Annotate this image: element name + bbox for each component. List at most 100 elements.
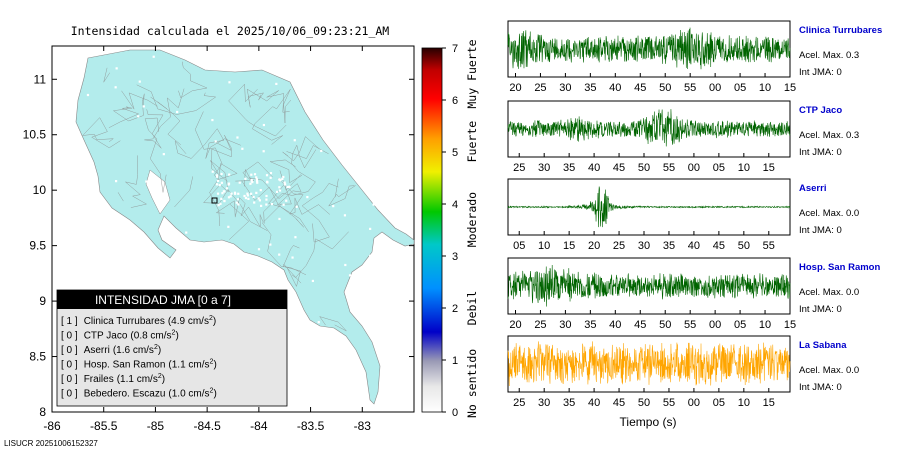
station-acel-max: Acel. Max. 0.0 — [799, 208, 859, 219]
road — [319, 316, 347, 332]
town-dot — [255, 191, 258, 194]
road — [108, 93, 145, 129]
town-dot — [219, 202, 222, 205]
intensity-colorbar: 0 1 2 3 4 5 6 7 No sentido Debil Moderado Fuerte Muy… — [421, 39, 479, 419]
town-dot — [295, 205, 298, 208]
station-name: Hosp. San Ramon — [799, 262, 880, 273]
time-tick-label: 50 — [738, 240, 750, 252]
town-dot — [262, 150, 265, 153]
time-tick-label: 55 — [663, 397, 675, 409]
town-dot — [265, 194, 268, 198]
seismogram-trace — [507, 186, 791, 228]
time-tick-label: 45 — [634, 319, 646, 331]
time-tick-label: 40 — [588, 162, 600, 174]
legend-close: ) — [175, 331, 178, 342]
town-dot — [369, 254, 372, 257]
time-tick-label: 30 — [638, 240, 650, 252]
legend-station: CTP Jaco — [84, 331, 128, 342]
legend-level: [ 0 ] — [61, 345, 78, 356]
town-dot — [278, 186, 281, 189]
town-dot — [253, 201, 256, 204]
town-dot — [275, 190, 279, 193]
town-dot — [241, 147, 244, 150]
town-dot — [215, 183, 219, 186]
town-dot — [222, 190, 225, 193]
time-tick-label: 45 — [713, 240, 725, 252]
lon-tick-label: -85 — [147, 419, 165, 433]
time-tick-label: 20 — [509, 82, 521, 94]
town-dot — [317, 321, 320, 324]
road — [277, 177, 330, 215]
town-dot — [228, 173, 231, 176]
town-dot — [285, 199, 288, 202]
town-dot — [278, 217, 281, 221]
seismogram-panel: 20 25 30 35 40 45 50 55 00 05 10 15 Clinica Turrubar… — [507, 20, 882, 409]
town-dot — [294, 236, 297, 239]
time-tick-label: 55 — [663, 162, 675, 174]
town-dot — [275, 82, 278, 86]
town-dot — [249, 182, 252, 185]
road — [215, 197, 264, 228]
lat-tick-label: 9 — [39, 294, 46, 308]
town-dot — [229, 195, 232, 198]
epicenter-marker — [211, 197, 218, 204]
road — [203, 160, 268, 231]
colorbar-tick-label: 0 — [452, 407, 458, 419]
town-dot — [320, 149, 323, 153]
time-tick-label: 30 — [538, 162, 550, 174]
road — [269, 159, 303, 191]
town-dot — [220, 181, 223, 184]
town-dot — [185, 231, 188, 234]
legend-close: ) — [213, 389, 216, 400]
lat-tick-label: 10 — [33, 183, 47, 197]
town-dot — [286, 185, 289, 189]
legend-unit-sup: 2 — [154, 344, 158, 351]
station-acel-max: Acel. Max. 0.3 — [799, 50, 859, 61]
legend-close: ) — [162, 374, 165, 385]
time-tick-label: 10 — [538, 240, 550, 252]
time-tick-label: 55 — [684, 82, 696, 94]
time-tick-label: 35 — [663, 240, 675, 252]
time-tick-label: 30 — [559, 82, 571, 94]
town-dot — [221, 192, 224, 195]
town-dot — [216, 175, 219, 178]
town-dot — [257, 248, 261, 251]
seismogram-2: 05 10 15 20 25 30 35 40 45 50 55 Aserri Acel. Max. 0… — [507, 178, 859, 252]
time-tick-label: 35 — [563, 397, 575, 409]
time-tick-label: 35 — [584, 319, 596, 331]
time-tick-label: 15 — [784, 319, 796, 331]
legend-entry: [ 0 ] CTP Jaco (0.8 cm/s2) — [61, 330, 179, 342]
road — [178, 61, 208, 99]
legend-level: [ 0 ] — [61, 374, 78, 385]
time-tick-label: 25 — [534, 319, 546, 331]
colorbar-category-label: Moderado — [465, 192, 479, 247]
legend-station: Bebedero. Escazu — [84, 389, 166, 400]
road — [282, 136, 320, 162]
town-dot — [259, 204, 263, 207]
seismogram-4: 25 30 35 40 45 50 55 00 05 10 15 La Sabana Acel. Max… — [507, 335, 859, 409]
time-tick-label: 35 — [563, 162, 575, 174]
road — [82, 117, 121, 149]
time-tick-label: 15 — [763, 162, 775, 174]
road — [262, 204, 307, 276]
town-dot — [255, 178, 259, 181]
time-tick-label: 05 — [734, 319, 746, 331]
town-dot — [306, 196, 309, 199]
town-dot — [152, 55, 155, 58]
time-tick-label: 50 — [659, 319, 671, 331]
town-dot — [255, 180, 259, 183]
town-dot — [281, 177, 284, 180]
legend-station: Frailes — [84, 374, 114, 385]
colorbar-tick-label: 5 — [452, 147, 458, 159]
seismogram-trace — [507, 109, 791, 147]
town-dot — [291, 256, 294, 259]
town-dot — [227, 225, 230, 228]
time-tick-label: 10 — [738, 162, 750, 174]
intensity-legend: INTENSIDAD JMA [0 a 7] [ 1 ] Clinica Turr… — [56, 289, 288, 407]
town-dot — [244, 177, 247, 180]
station-acel-max: Acel. Max. 0.0 — [799, 365, 859, 376]
legend-close: ) — [213, 360, 216, 371]
lon-tick-label: -86 — [43, 419, 61, 433]
road — [144, 88, 185, 149]
